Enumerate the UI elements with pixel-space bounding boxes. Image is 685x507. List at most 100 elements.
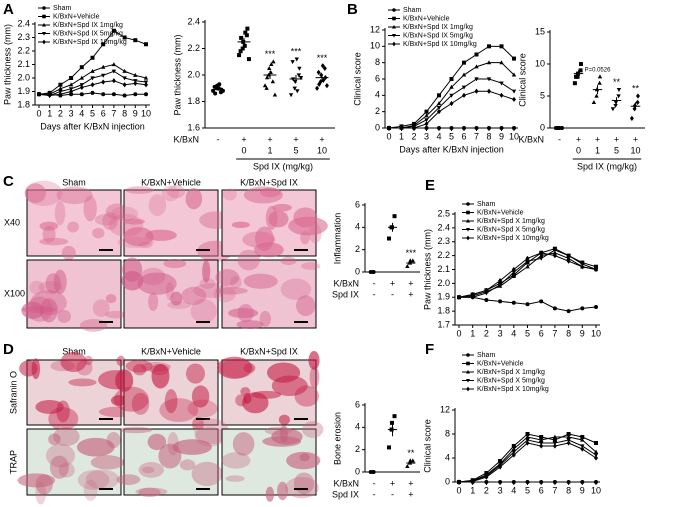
marker	[288, 93, 294, 98]
y-tick-label: 1.6	[187, 122, 200, 132]
marker	[484, 287, 489, 293]
legend-label: Sham	[477, 201, 495, 208]
tissue-texture	[161, 185, 179, 202]
marker	[264, 85, 269, 90]
marker	[552, 248, 558, 253]
marker	[566, 480, 571, 484]
tissue-texture	[163, 259, 187, 269]
marker	[552, 443, 557, 449]
tissue-texture	[164, 389, 178, 414]
y-tick-label: 2.5	[437, 208, 450, 218]
tissue-texture	[280, 256, 297, 266]
tissue-texture	[222, 188, 237, 201]
x-tick-label: 7	[552, 328, 557, 338]
tissue-texture	[259, 310, 271, 327]
marker	[79, 75, 84, 80]
row-cell: +	[390, 478, 395, 488]
marker	[466, 218, 470, 223]
tissue-texture	[215, 287, 248, 295]
tissue-texture	[45, 443, 76, 468]
tissue-texture	[113, 386, 149, 412]
x-tick-label: 9	[133, 108, 138, 118]
tissue-texture	[79, 319, 108, 332]
row-cell: 10	[630, 145, 640, 155]
legend-label: K/BxN+Spd IX 10mg/kg	[403, 41, 477, 48]
tissue-texture	[58, 462, 75, 478]
y-tick-label: 6	[355, 199, 360, 209]
marker	[484, 291, 489, 296]
legend-label: Sham	[403, 7, 421, 14]
tissue-texture	[191, 385, 210, 408]
marker	[499, 126, 504, 130]
marker	[79, 65, 84, 70]
y-tick-label: 1.8	[437, 306, 450, 316]
marker	[539, 256, 544, 261]
marker	[525, 302, 530, 307]
tissue-texture	[54, 200, 66, 226]
histology-image	[21, 259, 127, 332]
marker	[405, 264, 410, 269]
y-tick-label: 12	[440, 404, 450, 414]
x-tick-label: 6	[539, 485, 544, 495]
tissue-texture	[21, 301, 44, 319]
y-tick-label: 10	[370, 41, 380, 51]
y-tick-label: 0	[355, 466, 360, 476]
marker	[424, 109, 429, 114]
marker	[392, 214, 397, 219]
marker	[525, 255, 530, 261]
marker	[552, 438, 557, 442]
marker	[315, 85, 320, 91]
row-cell: +	[408, 289, 413, 299]
x-tick-label: 0	[456, 485, 461, 495]
marker	[90, 90, 95, 95]
marker	[594, 441, 598, 445]
tissue-texture	[121, 271, 144, 291]
marker	[484, 474, 489, 480]
marker	[217, 82, 222, 87]
tissue-texture	[61, 245, 76, 261]
marker	[424, 126, 429, 130]
tissue-texture	[132, 363, 147, 376]
marker	[69, 76, 74, 80]
tissue-texture	[230, 276, 242, 289]
tissue-texture	[219, 358, 255, 379]
marker	[268, 69, 273, 74]
marker	[474, 88, 479, 94]
marker	[47, 92, 52, 99]
y-tick-label: 2.0	[187, 69, 200, 79]
marker	[610, 107, 616, 112]
marker	[470, 291, 475, 298]
marker	[511, 89, 517, 94]
marker	[69, 92, 74, 97]
image-column-label: K/BxN+Spd IX	[240, 346, 298, 356]
y-axis-label: Bone erosion	[332, 412, 342, 465]
marker	[466, 210, 470, 215]
tissue-texture	[39, 221, 59, 231]
marker	[392, 24, 396, 29]
marker	[122, 76, 127, 81]
x-tick-label: 6	[539, 328, 544, 338]
y-tick-label: 2.4	[437, 222, 450, 232]
marker	[566, 440, 571, 446]
y-tick-label: 2.1	[437, 264, 450, 274]
tissue-texture	[251, 390, 282, 399]
panel-letter: D	[3, 341, 14, 358]
y-axis-label: Clinical score	[517, 53, 527, 107]
tissue-texture	[105, 294, 117, 304]
legend-label: K/BxN+Spd IX 5mg/kg	[403, 32, 473, 39]
marker	[133, 72, 138, 77]
marker	[462, 60, 466, 65]
legend-label: K/BxN+Vehicle	[477, 360, 524, 367]
marker	[597, 74, 603, 79]
marker	[387, 445, 392, 450]
tissue-texture	[53, 269, 67, 295]
marker	[290, 60, 295, 65]
x-tick-label: 2	[411, 131, 416, 141]
tissue-texture	[21, 306, 57, 313]
significance-label: **	[613, 77, 621, 87]
y-tick-label: 15	[535, 26, 545, 36]
marker	[594, 266, 598, 273]
tissue-texture	[111, 206, 139, 222]
marker	[466, 379, 470, 383]
y-tick-label: 4	[375, 90, 380, 100]
